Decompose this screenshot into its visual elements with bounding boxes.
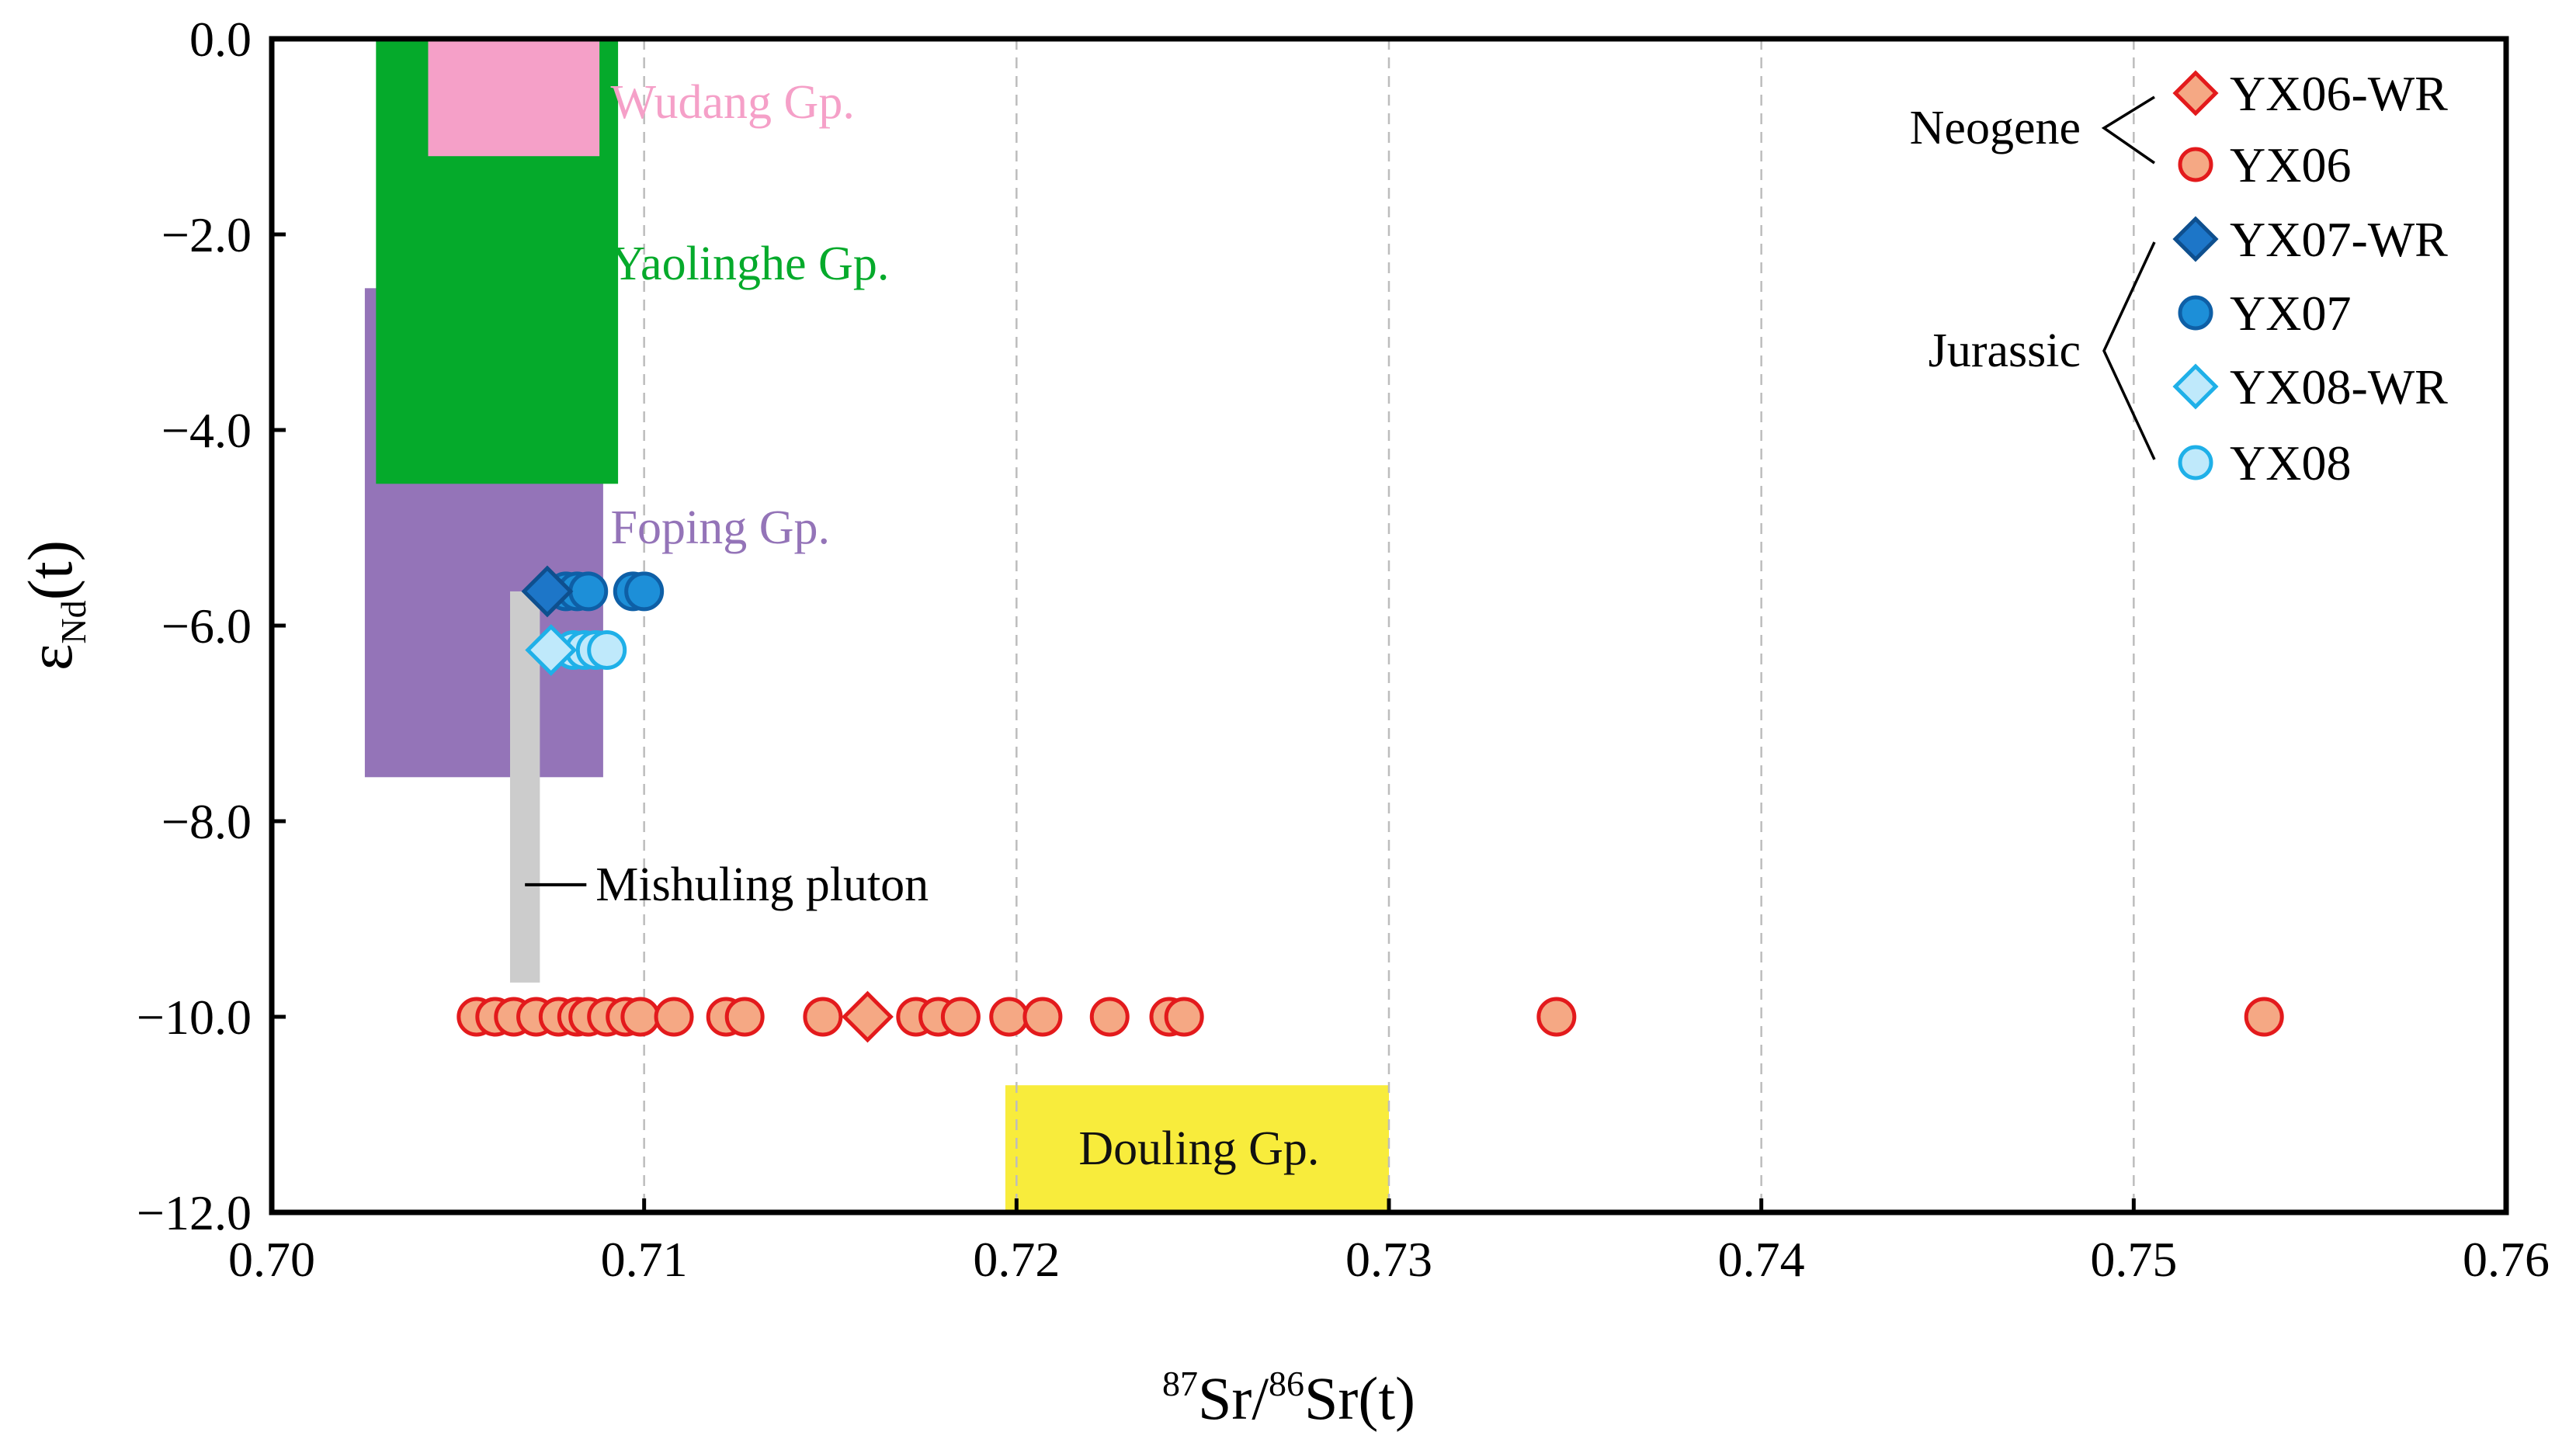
y-tick-label: −2.0 — [161, 207, 252, 262]
x-tick-label: 0.74 — [1718, 1232, 1805, 1287]
x-axis-sr-t: Sr(t) — [1304, 1365, 1415, 1432]
label-wudang-gp: Wudang Gp. — [610, 76, 854, 129]
point-yx06 — [1536, 997, 1577, 1037]
label-yaolinghe-gp: Yaolinghe Gp. — [610, 238, 889, 290]
legend-marker-yx08 — [2178, 445, 2213, 480]
axes-layer: 0.70 0.71 0.72 0.73 0.74 0.75 0.76 0.0 −2.0 −4.0 −… — [137, 12, 2550, 1287]
point-yx06-wr — [842, 990, 894, 1043]
legend-label-yx06: YX06 — [2230, 137, 2351, 192]
label-mishuling-pluton: Mishuling pluton — [595, 858, 929, 911]
y-axis-t: (t) — [15, 540, 85, 600]
point-yx08 — [587, 630, 627, 670]
x-axis-sup-86: 86 — [1269, 1364, 1304, 1403]
y-tick-label: −6.0 — [161, 598, 252, 654]
legend-group-jurassic: Jurassic — [1929, 324, 2081, 377]
field-wudang-gp — [428, 39, 600, 157]
y-tick-label: −12.0 — [137, 1185, 252, 1240]
point-yx07-wr — [521, 565, 574, 618]
data-marks — [457, 565, 2284, 1043]
legend-group-neogene: Neogene — [1910, 102, 2081, 154]
x-axis-title: 87Sr/86Sr(t) — [1162, 1364, 1415, 1432]
point-yx08-wr — [525, 624, 578, 676]
y-tick-label: 0.0 — [189, 12, 252, 67]
legend-marker-yx07 — [2178, 295, 2213, 331]
x-tick-label: 0.71 — [601, 1232, 688, 1287]
legend: YX06-WR YX06 YX07-WR YX07 YX08-WR YX08 Neogene… — [1910, 66, 2449, 491]
legend-label-yx08: YX08 — [2230, 435, 2351, 491]
y-axis-sub-nd: Nd — [54, 600, 93, 643]
point-yx06 — [940, 997, 981, 1037]
point-yx06 — [1164, 997, 1204, 1037]
point-yx06 — [724, 997, 765, 1037]
point-yx06 — [1022, 997, 1063, 1037]
point-yx06 — [1089, 997, 1130, 1037]
y-tick-label: −8.0 — [161, 794, 252, 849]
point-yx06 — [803, 997, 843, 1037]
legend-marker-yx06-wr — [2172, 70, 2219, 116]
point-yx06 — [620, 997, 661, 1037]
legend-label-yx06-wr: YX06-WR — [2230, 66, 2448, 121]
point-yx07 — [624, 571, 665, 612]
point-yx07 — [568, 571, 609, 612]
point-yx06 — [2244, 997, 2284, 1037]
labels-layer: Foping Gp. Yaolinghe Gp. Wudang Gp. Douling… — [525, 76, 1319, 1175]
label-foping-gp: Foping Gp. — [610, 501, 829, 554]
x-tick-label: 0.72 — [973, 1232, 1060, 1287]
x-axis-sr-86: Sr/ — [1198, 1365, 1269, 1432]
legend-marker-yx07-wr — [2172, 216, 2219, 262]
y-tick-label: −4.0 — [161, 403, 252, 458]
point-yx06 — [654, 997, 694, 1037]
y-tick-label: −10.0 — [137, 990, 252, 1045]
field-douling-gp — [1005, 1085, 1389, 1212]
fields-layer — [364, 39, 1389, 1212]
legend-label-yx07-wr: YX07-WR — [2230, 212, 2448, 267]
x-tick-label: 0.75 — [2090, 1232, 2177, 1287]
x-tick-label: 0.70 — [228, 1232, 315, 1287]
point-yx06 — [989, 997, 1029, 1037]
x-axis-sup-87: 87 — [1162, 1364, 1198, 1403]
legend-label-yx07: YX07 — [2230, 286, 2351, 341]
label-douling-gp: Douling Gp. — [1078, 1122, 1319, 1175]
x-tick-label: 0.76 — [2463, 1232, 2550, 1287]
legend-label-yx08-wr: YX08-WR — [2230, 359, 2448, 414]
y-axis-epsilon: ε — [15, 644, 85, 671]
y-axis-title: εNd(t) — [15, 540, 93, 671]
legend-bracket-jurassic — [2102, 241, 2156, 460]
x-tick-label: 0.73 — [1345, 1232, 1432, 1287]
legend-bracket-neogene — [2101, 95, 2155, 165]
legend-marker-yx08-wr — [2172, 363, 2219, 410]
legend-marker-yx06 — [2178, 147, 2213, 182]
